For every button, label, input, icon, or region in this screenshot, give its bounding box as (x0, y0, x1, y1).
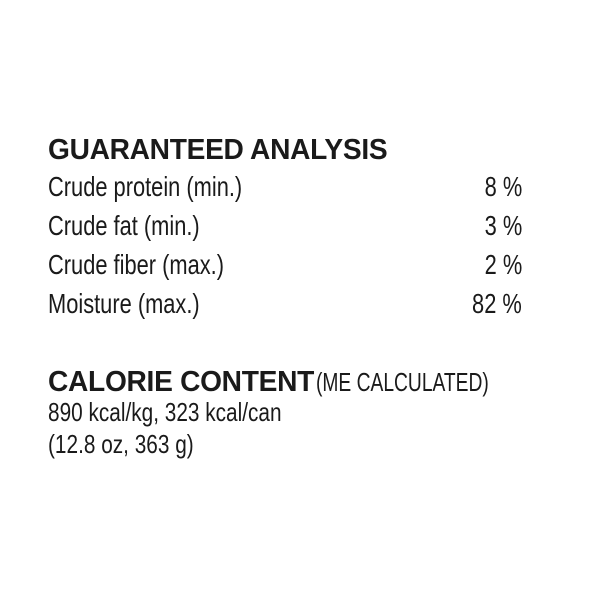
calorie-content-subtitle: (ME CALCULATED) (316, 367, 489, 397)
analysis-row: Crude fiber (max.) 2 % (48, 248, 522, 282)
calorie-content-title: CALORIE CONTENT (48, 366, 314, 398)
analysis-row: Moisture (max.) 82 % (48, 287, 522, 321)
calorie-line-1: 890 kcal/kg, 323 kcal/can (48, 397, 282, 427)
analysis-row: Crude protein (min.) 8 % (48, 170, 522, 204)
analysis-value: 82 % (472, 288, 522, 319)
analysis-value: 3 % (484, 210, 522, 241)
analysis-value: 8 % (484, 171, 522, 202)
analysis-label: Crude fat (min.) (48, 210, 200, 241)
analysis-value: 2 % (484, 249, 522, 280)
analysis-label: Crude fiber (max.) (48, 249, 224, 280)
guaranteed-analysis-title: GUARANTEED ANALYSIS (48, 134, 388, 166)
analysis-row: Crude fat (min.) 3 % (48, 209, 522, 243)
calorie-line-2: (12.8 oz, 363 g) (48, 429, 194, 459)
analysis-label: Crude protein (min.) (48, 171, 243, 202)
analysis-label: Moisture (max.) (48, 288, 200, 319)
